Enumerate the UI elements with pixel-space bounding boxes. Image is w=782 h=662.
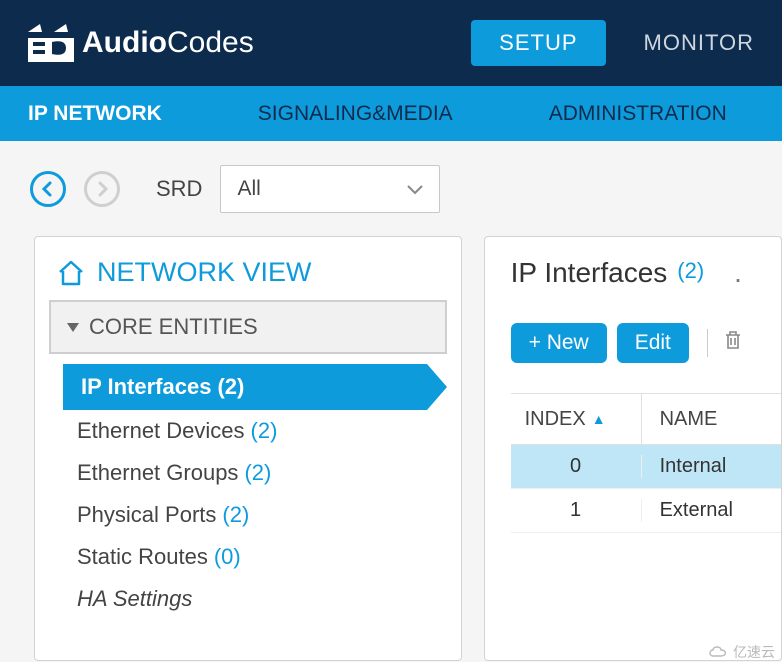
divider: [707, 329, 708, 357]
detail-title-text: IP Interfaces: [511, 257, 668, 289]
section-core-entities[interactable]: CORE ENTITIES: [49, 300, 447, 354]
brand-logo: AudioCodes: [28, 24, 254, 62]
monitor-link[interactable]: MONITOR: [644, 30, 754, 56]
sidebar-item-count: (2): [222, 502, 249, 528]
table-row[interactable]: 1 External: [511, 489, 781, 533]
col-index[interactable]: INDEX ▲: [511, 408, 641, 431]
sidebar-item-count: (2): [217, 374, 244, 400]
nav-back-button[interactable]: [30, 171, 66, 207]
cloud-icon: [707, 644, 729, 661]
top-header: AudioCodes SETUP MONITOR: [0, 0, 782, 86]
sidebar-item-label: Static Routes: [77, 544, 208, 570]
sidebar-item-label: IP Interfaces: [81, 374, 211, 400]
sidebar-item-count: (0): [214, 544, 241, 570]
top-nav: SETUP MONITOR: [471, 20, 754, 66]
cell-name: Internal: [641, 455, 781, 478]
network-view-link[interactable]: NETWORK VIEW: [43, 251, 453, 300]
sidebar-panel: NETWORK VIEW CORE ENTITIES IP Interfaces…: [34, 236, 462, 661]
sidebar-item-label: Ethernet Groups: [77, 460, 238, 486]
col-name[interactable]: NAME: [641, 394, 781, 444]
col-name-label: NAME: [660, 408, 718, 431]
collapse-icon: [67, 323, 79, 332]
watermark-text: 亿速云: [733, 642, 775, 662]
sidebar-item-ip-interfaces[interactable]: IP Interfaces (2): [63, 364, 427, 410]
srd-label: SRD: [156, 176, 202, 202]
grid-header: INDEX ▲ NAME: [511, 393, 781, 445]
col-index-label: INDEX: [525, 408, 586, 431]
srd-select[interactable]: All: [220, 165, 440, 213]
chevron-down-icon: [407, 177, 423, 201]
sidebar-item-count: (2): [251, 418, 278, 444]
srd-selected-value: All: [237, 177, 260, 201]
new-button[interactable]: + New: [511, 323, 607, 363]
cell-index: 0: [511, 455, 641, 478]
tab-ip-network[interactable]: IP NETWORK: [10, 86, 180, 141]
cell-name: External: [641, 499, 781, 522]
brand-name-rest: Codes: [167, 26, 254, 59]
cell-index: 1: [511, 499, 641, 522]
sub-toolbar: SRD All: [0, 141, 782, 236]
sidebar-item-label: HA Settings: [77, 586, 192, 612]
detail-panel: IP Interfaces (2) . + New Edit INDEX ▲ N…: [484, 236, 782, 661]
brand-name-bold: Audio: [82, 26, 167, 59]
tab-signaling-media[interactable]: SIGNALING&MEDIA: [240, 86, 471, 141]
nav-forward-button[interactable]: [84, 171, 120, 207]
sort-asc-icon: ▲: [592, 411, 606, 427]
sidebar-item-label: Physical Ports: [77, 502, 216, 528]
edit-button[interactable]: Edit: [617, 323, 689, 363]
sidebar-item-ha-settings[interactable]: HA Settings: [49, 578, 447, 620]
sidebar-item-ethernet-devices[interactable]: Ethernet Devices (2): [49, 410, 447, 452]
table-row[interactable]: 0 Internal: [511, 445, 781, 489]
detail-title-dot: .: [734, 257, 742, 289]
brand-mark-icon: [28, 24, 74, 62]
sidebar-item-label: Ethernet Devices: [77, 418, 245, 444]
sidebar-item-physical-ports[interactable]: Physical Ports (2): [49, 494, 447, 536]
setup-button[interactable]: SETUP: [471, 20, 605, 66]
detail-actions: + New Edit: [511, 323, 781, 363]
content-row: NETWORK VIEW CORE ENTITIES IP Interfaces…: [0, 236, 782, 661]
detail-title: IP Interfaces (2) .: [511, 257, 781, 289]
detail-title-count: (2): [677, 258, 704, 284]
sidebar-item-count: (2): [244, 460, 271, 486]
sidebar-item-ethernet-groups[interactable]: Ethernet Groups (2): [49, 452, 447, 494]
primary-tabs: IP NETWORK SIGNALING&MEDIA ADMINISTRATIO…: [0, 86, 782, 141]
section-core-label: CORE ENTITIES: [89, 314, 258, 340]
tab-administration[interactable]: ADMINISTRATION: [531, 86, 745, 141]
watermark: 亿速云: [707, 642, 775, 662]
home-icon: [57, 260, 85, 286]
network-view-label: NETWORK VIEW: [97, 257, 312, 288]
sidebar-item-static-routes[interactable]: Static Routes (0): [49, 536, 447, 578]
brand-name: AudioCodes: [82, 26, 254, 60]
delete-icon[interactable]: [724, 330, 742, 356]
